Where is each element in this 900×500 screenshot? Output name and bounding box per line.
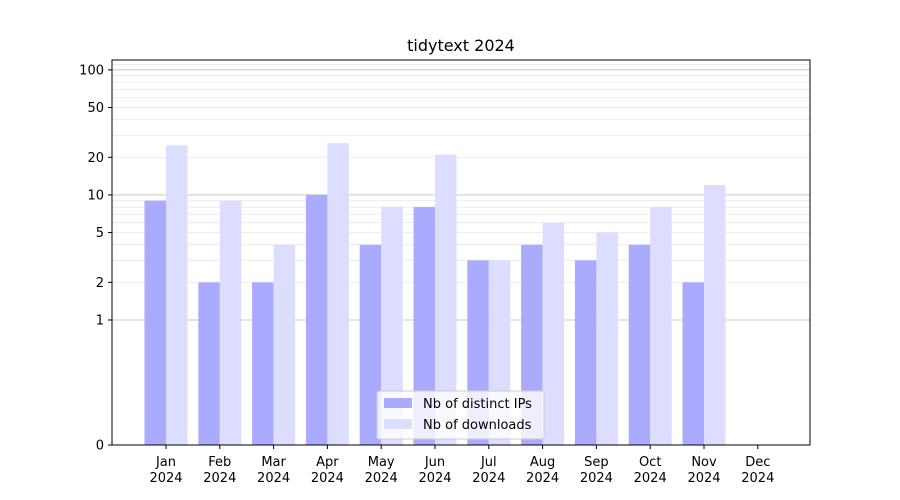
x-tick-label-month: Mar <box>261 455 286 470</box>
bar-distinct-ips <box>575 260 597 445</box>
chart-title: tidytext 2024 <box>407 36 515 55</box>
y-tick-label: 100 <box>79 63 104 78</box>
bar-distinct-ips <box>198 282 220 445</box>
y-tick-label: 5 <box>96 226 104 241</box>
x-tick-label-month: Oct <box>639 455 661 470</box>
bar-downloads <box>327 143 349 445</box>
legend-swatch-distinct-ips <box>384 398 412 408</box>
y-axis: 0 1 2 5 10 20 50 100 <box>79 63 112 453</box>
legend: Nb of distinct IPs Nb of downloads <box>377 391 544 439</box>
y-tick-label: 0 <box>96 439 104 454</box>
bar-downloads <box>274 245 296 445</box>
legend-swatch-downloads <box>384 419 412 429</box>
y-tick-label: 50 <box>87 101 104 116</box>
bar-distinct-ips <box>306 195 328 445</box>
x-tick-label-month: May <box>368 455 395 470</box>
bar-distinct-ips <box>683 282 705 445</box>
x-tick-label-year: 2024 <box>634 471 667 486</box>
x-tick-label-year: 2024 <box>580 471 613 486</box>
x-tick-label-month: Feb <box>208 455 231 470</box>
bar-downloads <box>220 201 242 445</box>
x-tick-label-month: Jan <box>155 455 176 470</box>
x-tick-label-year: 2024 <box>149 471 182 486</box>
x-tick-label-month: Sep <box>584 455 609 470</box>
x-tick-label-year: 2024 <box>418 471 451 486</box>
x-axis: Jan2024Feb2024Mar2024Apr2024May2024Jun20… <box>149 445 774 486</box>
x-tick-label-month: Jul <box>480 455 497 470</box>
x-tick-label-month: Jun <box>424 455 445 470</box>
x-tick-label-month: Aug <box>530 455 555 470</box>
bar-distinct-ips <box>145 201 167 445</box>
x-tick-label-year: 2024 <box>257 471 290 486</box>
x-tick-label-month: Dec <box>745 455 770 470</box>
x-tick-label-year: 2024 <box>203 471 236 486</box>
x-tick-label-year: 2024 <box>365 471 398 486</box>
bar-distinct-ips <box>629 245 651 445</box>
x-tick-label-year: 2024 <box>741 471 774 486</box>
y-tick-label: 1 <box>96 313 104 328</box>
x-tick-label-year: 2024 <box>526 471 559 486</box>
bar-downloads <box>650 207 672 445</box>
bar-downloads <box>596 233 618 445</box>
x-tick-label-year: 2024 <box>687 471 720 486</box>
x-tick-label-year: 2024 <box>311 471 344 486</box>
bar-downloads <box>543 223 565 445</box>
y-tick-label: 10 <box>87 188 104 203</box>
legend-label-downloads: Nb of downloads <box>423 418 532 433</box>
x-tick-label-month: Nov <box>691 455 717 470</box>
x-tick-label-year: 2024 <box>472 471 505 486</box>
y-tick-label: 2 <box>96 276 104 291</box>
y-tick-label: 20 <box>87 151 104 166</box>
bar-downloads <box>166 145 188 445</box>
bar-downloads <box>704 185 726 445</box>
bar-distinct-ips <box>252 282 274 445</box>
x-tick-label-month: Apr <box>316 455 339 470</box>
legend-label-distinct-ips: Nb of distinct IPs <box>423 397 532 412</box>
